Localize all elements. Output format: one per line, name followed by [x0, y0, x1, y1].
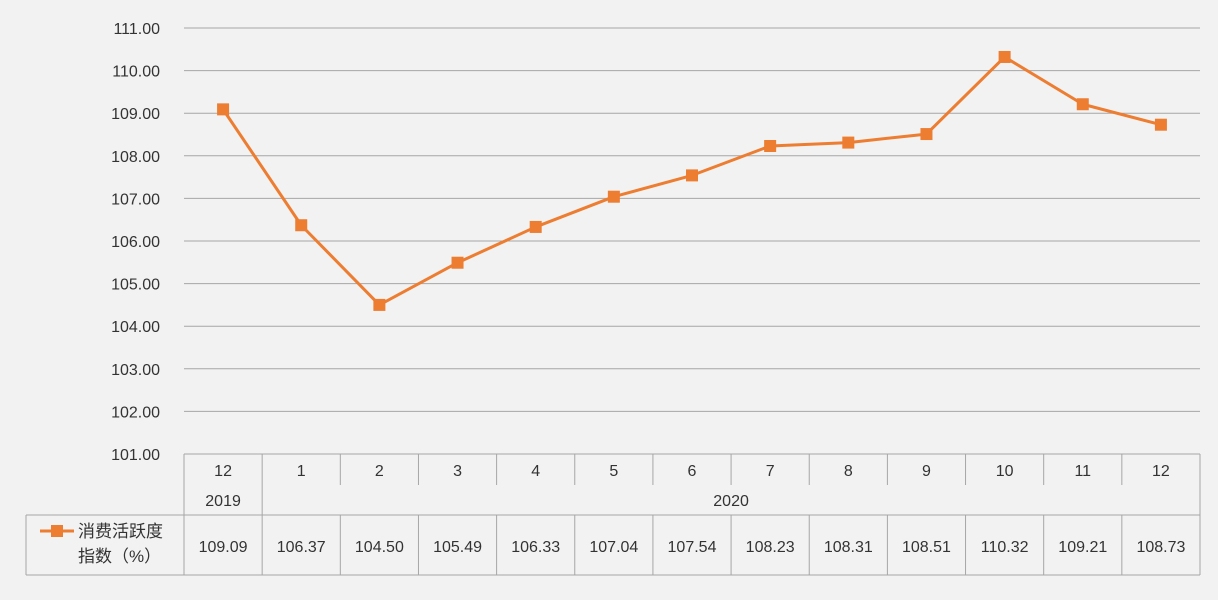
- y-tick-label: 111.00: [113, 21, 160, 38]
- y-tick-label: 104.00: [111, 319, 160, 336]
- y-tick-label: 106.00: [111, 234, 160, 251]
- data-table-value: 107.04: [589, 539, 638, 556]
- data-point: [217, 103, 230, 116]
- x-axis-year-labels: 2019 2020: [205, 493, 749, 510]
- data-table-value: 104.50: [355, 539, 404, 556]
- gridlines: [184, 27, 1200, 455]
- x-category-label: 6: [688, 463, 697, 480]
- y-tick-label: 101.00: [111, 447, 160, 464]
- data-point: [607, 190, 620, 203]
- y-tick-label: 108.00: [111, 149, 160, 166]
- y-axis-tick-labels: 101.00 102.00 103.00 104.00 105.00 106.00 107.…: [111, 21, 160, 464]
- x-category-label: 2: [375, 463, 384, 480]
- data-table-value: 108.31: [824, 539, 873, 556]
- data-point: [842, 136, 855, 149]
- y-tick-label: 103.00: [111, 362, 160, 379]
- data-table-value: 106.37: [277, 539, 326, 556]
- data-point: [1076, 98, 1089, 111]
- data-point: [920, 128, 933, 141]
- x-category-label: 1: [297, 463, 306, 480]
- x-category-label: 11: [1074, 463, 1091, 480]
- data-point: [686, 169, 698, 182]
- x-axis-category-labels: 12 1 2 3 4 5 6 7 8 9 10 11 12: [214, 463, 1170, 480]
- data-table-value: 106.33: [511, 539, 560, 556]
- y-tick-label: 109.00: [111, 106, 160, 123]
- x-category-label: 10: [996, 463, 1014, 480]
- data-table-value: 108.23: [746, 539, 795, 556]
- data-point: [451, 256, 464, 269]
- data-point: [1154, 118, 1167, 131]
- data-point: [998, 50, 1011, 63]
- x-category-label: 8: [844, 463, 853, 480]
- y-tick-label: 102.00: [111, 404, 160, 421]
- x-year-label: 2019: [205, 493, 241, 510]
- data-table-value: 110.32: [981, 539, 1029, 556]
- legend-label-line2: 指数（%）: [78, 547, 161, 566]
- y-tick-label: 107.00: [111, 191, 160, 208]
- x-category-label: 3: [453, 463, 462, 480]
- x-category-label: 7: [766, 463, 775, 480]
- data-table-value: 109.21: [1058, 539, 1107, 556]
- y-tick-label: 110.00: [112, 64, 160, 81]
- series-group: [217, 50, 1167, 311]
- x-category-label: 12: [214, 463, 232, 480]
- x-category-label: 4: [531, 463, 540, 480]
- data-table-grid: [25, 454, 1201, 576]
- data-point: [295, 219, 308, 232]
- x-year-label: 2020: [713, 493, 749, 510]
- data-point: [373, 298, 386, 311]
- legend-label-line1: 消费活跃度: [78, 522, 163, 541]
- x-category-label: 12: [1152, 463, 1170, 480]
- data-table-value: 108.73: [1136, 539, 1185, 556]
- data-point: [529, 220, 542, 233]
- x-category-label: 5: [609, 463, 618, 480]
- data-table-value: 108.51: [902, 539, 951, 556]
- x-category-label: 9: [922, 463, 931, 480]
- y-tick-label: 105.00: [111, 277, 160, 294]
- legend-marker: [51, 525, 63, 537]
- data-table-values: 109.09 106.37 104.50 105.49 106.33 107.04 107.…: [199, 539, 1186, 556]
- data-point: [764, 140, 777, 153]
- data-table-value: 109.09: [199, 539, 248, 556]
- data-table-value: 105.49: [433, 539, 482, 556]
- data-table-value: 107.54: [668, 539, 717, 556]
